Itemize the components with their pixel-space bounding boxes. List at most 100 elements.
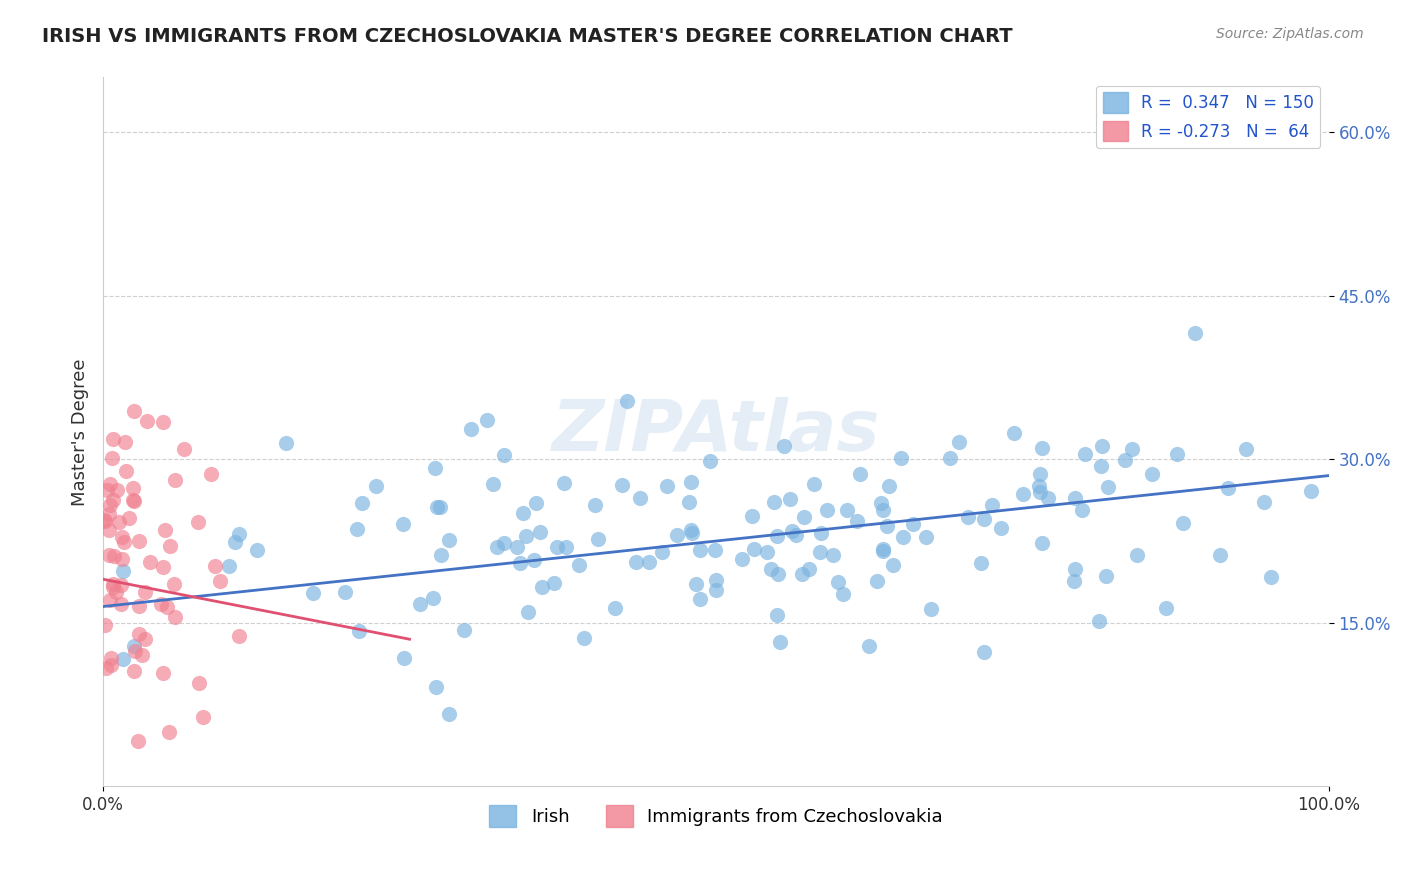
Irish <box>872 502 894 516</box>
Irish <box>515 529 537 543</box>
Irish <box>821 548 844 562</box>
Immigrants from Czechoslovakia <box>165 474 187 488</box>
Irish <box>849 467 872 481</box>
Irish <box>768 635 790 649</box>
Irish <box>543 576 565 591</box>
Immigrants from Czechoslovakia <box>101 576 124 591</box>
Immigrants from Czechoslovakia <box>98 477 121 491</box>
Immigrants from Czechoslovakia <box>165 610 187 624</box>
Immigrants from Czechoslovakia <box>100 650 122 665</box>
Irish <box>1156 601 1178 615</box>
Irish <box>756 545 779 559</box>
Irish <box>392 651 415 665</box>
Text: Source: ZipAtlas.com: Source: ZipAtlas.com <box>1216 27 1364 41</box>
Irish <box>773 439 796 453</box>
Irish <box>766 608 789 623</box>
Immigrants from Czechoslovakia <box>173 442 195 456</box>
Irish <box>1126 548 1149 562</box>
Irish <box>793 510 815 524</box>
Irish <box>915 530 938 544</box>
Immigrants from Czechoslovakia <box>134 584 156 599</box>
Immigrants from Czechoslovakia <box>122 481 145 495</box>
Immigrants from Czechoslovakia <box>152 560 174 574</box>
Irish <box>439 533 461 547</box>
Irish <box>586 532 609 546</box>
Immigrants from Czechoslovakia <box>110 597 132 611</box>
Irish <box>482 476 505 491</box>
Immigrants from Czechoslovakia <box>127 734 149 748</box>
Irish <box>429 500 451 514</box>
Irish <box>1063 574 1085 588</box>
Irish <box>546 540 568 554</box>
Irish <box>872 541 894 556</box>
Immigrants from Czechoslovakia <box>112 534 135 549</box>
Immigrants from Czechoslovakia <box>204 559 226 574</box>
Irish <box>872 543 894 558</box>
Immigrants from Czechoslovakia <box>101 450 124 465</box>
Immigrants from Czechoslovakia <box>191 710 214 724</box>
Irish <box>990 521 1012 535</box>
Irish <box>766 528 789 542</box>
Immigrants from Czechoslovakia <box>93 513 115 527</box>
Immigrants from Czechoslovakia <box>128 534 150 549</box>
Immigrants from Czechoslovakia <box>139 556 162 570</box>
Irish <box>112 652 135 666</box>
Irish <box>350 496 373 510</box>
Immigrants from Czechoslovakia <box>163 577 186 591</box>
Irish <box>605 601 627 615</box>
Irish <box>759 562 782 576</box>
Irish <box>810 525 832 540</box>
Text: ZIPAtlas: ZIPAtlas <box>551 398 880 467</box>
Irish <box>681 475 703 489</box>
Irish <box>973 645 995 659</box>
Immigrants from Czechoslovakia <box>122 493 145 508</box>
Immigrants from Czechoslovakia <box>115 464 138 478</box>
Irish <box>768 566 790 581</box>
Irish <box>704 583 727 598</box>
Irish <box>970 556 993 570</box>
Irish <box>276 436 298 450</box>
Irish <box>704 573 727 587</box>
Immigrants from Czechoslovakia <box>111 530 134 544</box>
Irish <box>741 508 763 523</box>
Irish <box>301 585 323 599</box>
Immigrants from Czechoslovakia <box>111 552 134 566</box>
Irish <box>1216 481 1239 495</box>
Irish <box>425 500 447 514</box>
Irish <box>782 524 804 539</box>
Irish <box>616 393 638 408</box>
Irish <box>879 479 901 493</box>
Irish <box>938 450 960 465</box>
Irish <box>637 556 659 570</box>
Irish <box>678 494 700 508</box>
Immigrants from Czechoslovakia <box>117 511 139 525</box>
Irish <box>948 434 970 449</box>
Irish <box>554 540 576 554</box>
Immigrants from Czechoslovakia <box>94 618 117 632</box>
Irish <box>506 540 529 554</box>
Irish <box>858 639 880 653</box>
Irish <box>1260 570 1282 584</box>
Immigrants from Czechoslovakia <box>103 432 125 446</box>
Irish <box>785 528 807 542</box>
Irish <box>1074 447 1097 461</box>
Irish <box>1064 562 1087 576</box>
Irish <box>1114 452 1136 467</box>
Irish <box>553 475 575 490</box>
Immigrants from Czechoslovakia <box>135 414 157 428</box>
Irish <box>689 591 711 606</box>
Immigrants from Czechoslovakia <box>228 629 250 643</box>
Irish <box>980 498 1002 512</box>
Irish <box>882 558 904 572</box>
Irish <box>364 479 387 493</box>
Irish <box>797 562 820 576</box>
Immigrants from Czechoslovakia <box>97 507 120 521</box>
Irish <box>1012 486 1035 500</box>
Irish <box>346 522 368 536</box>
Immigrants from Czechoslovakia <box>128 627 150 641</box>
Irish <box>837 503 859 517</box>
Irish <box>1090 458 1112 473</box>
Irish <box>832 587 855 601</box>
Irish <box>1094 569 1116 583</box>
Immigrants from Czechoslovakia <box>188 675 211 690</box>
